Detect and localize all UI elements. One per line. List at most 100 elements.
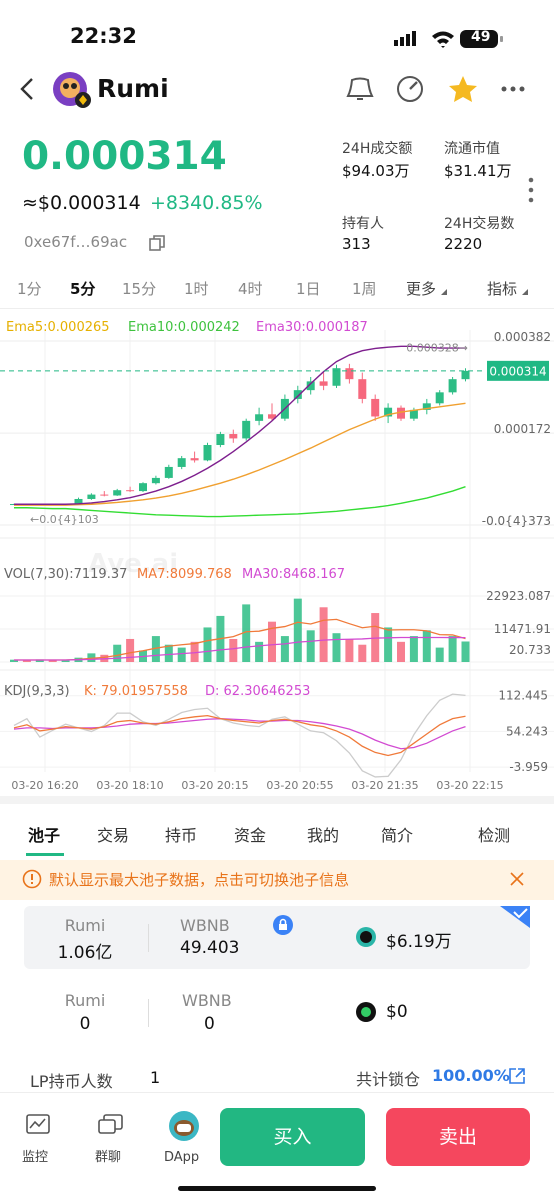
timeframe[interactable]: 1日 — [296, 280, 321, 298]
timeframe[interactable]: 15分 — [122, 280, 157, 298]
volume-bar — [22, 660, 31, 662]
volume-bar — [448, 636, 457, 662]
monitor-icon[interactable] — [25, 1113, 51, 1137]
y-tick-label: 22923.087 — [486, 589, 551, 603]
candle-body — [268, 414, 276, 419]
pool-amount: 1.06亿 — [57, 943, 113, 963]
timeframe[interactable]: 指标 — [487, 280, 518, 298]
pool-card[interactable] — [24, 906, 530, 969]
stat-label: 24H成交额 — [342, 141, 413, 157]
volume-bar — [345, 638, 354, 662]
nav-label[interactable]: DApp — [164, 1150, 200, 1165]
tab[interactable]: 我的 — [307, 826, 340, 845]
y-tick-label: -0.0{4}373 — [482, 514, 551, 528]
volume-bar — [242, 604, 251, 662]
legend-entry: Ema30:0.000187 — [256, 320, 368, 335]
candle-body — [190, 458, 199, 461]
candle-body — [409, 409, 418, 419]
candle-body — [319, 381, 328, 386]
group-icon[interactable] — [97, 1113, 125, 1137]
tab[interactable]: 检测 — [478, 826, 511, 845]
volume-bar — [422, 630, 431, 662]
x-tick-label: 03-20 16:20 — [11, 779, 78, 792]
volume-bar — [151, 636, 160, 662]
x-tick-label: 03-20 22:15 — [436, 779, 503, 792]
lp-locked[interactable]: 100.00% — [432, 1066, 510, 1085]
x-tick-label: 03-20 21:35 — [351, 779, 418, 792]
timeframe[interactable]: 1分 — [17, 280, 42, 298]
volume-bar — [293, 598, 302, 662]
tab[interactable]: 交易 — [97, 826, 130, 845]
tab[interactable]: 持币 — [165, 826, 198, 845]
timeframe[interactable]: 更多 — [406, 280, 437, 298]
close-notice[interactable] — [508, 870, 528, 890]
tab[interactable]: 资金 — [234, 826, 267, 845]
dapp-icon[interactable] — [168, 1110, 200, 1142]
y-tick-label: 0.000382 — [494, 330, 551, 344]
y-tick-label: 11471.91 — [494, 622, 551, 636]
pool-token: WBNB — [180, 916, 230, 935]
indicator-line — [14, 486, 466, 518]
timeframe[interactable]: 1时 — [184, 280, 209, 298]
candle-body — [151, 477, 160, 484]
price-usd: ≈$0.000314 — [22, 192, 141, 214]
candle-body — [216, 434, 225, 446]
lp-holders: 1 — [150, 1068, 161, 1087]
battery-level: 49 — [471, 29, 491, 45]
token-avatar — [53, 72, 91, 108]
candle-body — [306, 381, 315, 391]
lp-locked-label: 共计锁仓 — [356, 1070, 421, 1089]
volume-bar — [113, 644, 122, 662]
candle-body — [422, 403, 431, 410]
stat-value: 2220 — [444, 235, 483, 253]
sell-button[interactable]: 卖出 — [386, 1108, 530, 1166]
indicator-line — [13, 693, 466, 778]
dropdown-caret — [522, 289, 528, 295]
timeframe[interactable]: 4时 — [238, 280, 263, 298]
timeframe[interactable]: 5分 — [70, 280, 96, 298]
pool-liquidity: $0 — [386, 1002, 408, 1022]
last-price-tag — [487, 360, 549, 381]
y-tick-label: -3.959 — [509, 760, 548, 774]
stat-value: $94.03万 — [342, 162, 410, 180]
price-change: +8340.85% — [150, 192, 263, 214]
divider — [0, 308, 554, 309]
more-stats[interactable] — [525, 176, 537, 206]
nav-label[interactable]: 监控 — [22, 1150, 49, 1165]
legend-entry: Ema10:0.000242 — [128, 320, 240, 335]
volume-bar — [164, 644, 173, 662]
candle-body — [113, 490, 122, 496]
token-name: Rumi — [97, 74, 169, 103]
volume-bar — [358, 644, 367, 662]
y-tick-label: 54.243 — [506, 724, 548, 738]
legend-entry: VOL(7,30):7119.37 — [4, 567, 127, 582]
header-icons[interactable] — [340, 72, 540, 106]
external-link[interactable] — [508, 1067, 526, 1085]
volume-bar — [397, 641, 405, 662]
copy-icon[interactable] — [148, 234, 168, 252]
dex-icon — [356, 1002, 376, 1022]
home-indicator — [178, 1186, 376, 1191]
volume-bar — [280, 636, 289, 662]
volume-bar — [306, 630, 315, 662]
nav-label[interactable]: 群聊 — [95, 1150, 122, 1165]
pool-amount: 0 — [79, 1014, 91, 1034]
lp-holders-label: LP持币人数 — [30, 1072, 113, 1091]
notice-icon — [22, 869, 42, 889]
stat-label: 持有人 — [342, 216, 384, 232]
pool-amount: 0 — [204, 1014, 215, 1034]
candle-body — [177, 458, 186, 467]
timeframe[interactable]: 1周 — [352, 280, 377, 298]
back-button[interactable] — [16, 76, 40, 102]
watermark: Ave.ai — [88, 549, 178, 579]
candle-body — [229, 434, 238, 439]
stat-label: 24H交易数 — [444, 216, 515, 232]
volume-bar — [10, 659, 18, 662]
notice-banner[interactable] — [0, 860, 554, 900]
contract-address: 0xe67f…69ac — [24, 233, 128, 251]
tab[interactable]: 简介 — [381, 826, 414, 845]
buy-button[interactable]: 买入 — [220, 1108, 365, 1166]
y-tick-label: 20.733 — [509, 643, 551, 657]
tab[interactable]: 池子 — [28, 826, 61, 845]
candle-body — [332, 368, 341, 386]
